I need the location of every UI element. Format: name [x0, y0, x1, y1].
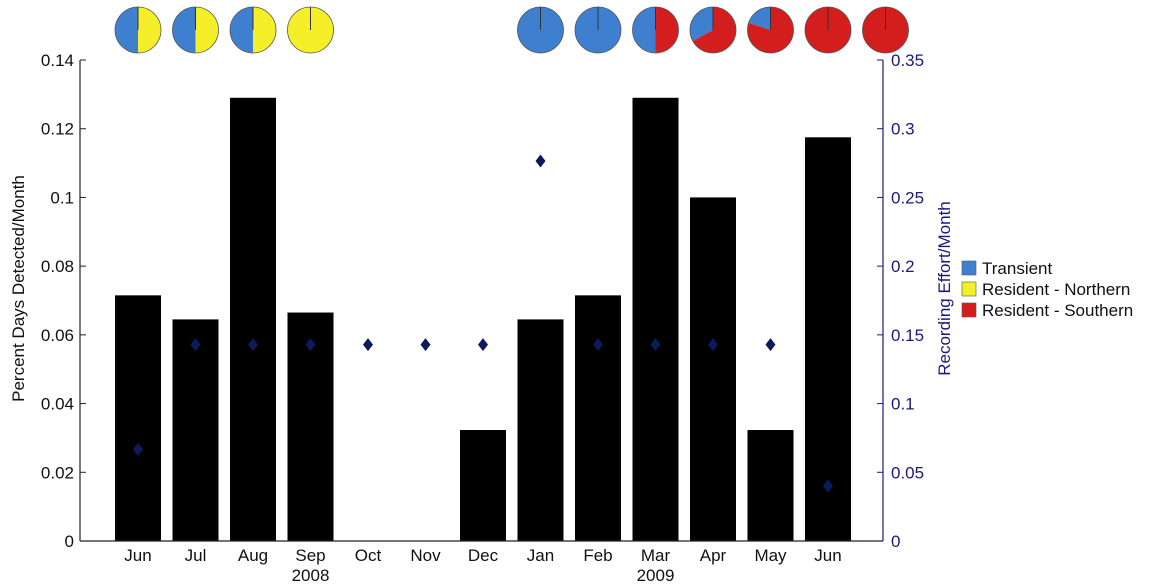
axes: 0 0.02 0.04 0.06 0.08 0.1 0.12 0.14 0 0.05 0.1 0.15…: [41, 51, 924, 584]
pie-slice: [230, 7, 253, 53]
bar: [632, 97, 679, 542]
x-tick-label: Aug: [238, 546, 268, 565]
x-tick-label: Jun: [814, 546, 841, 565]
y-tick-label: 0.06: [41, 326, 74, 345]
effort-marker: [650, 338, 661, 352]
y-tick-label: 0.1: [50, 188, 74, 207]
x-tick-label: Jul: [185, 546, 207, 565]
x-tick-label: Mar: [641, 546, 671, 565]
pie: [229, 6, 277, 54]
pie-slice: [690, 7, 713, 42]
legend-swatch: [961, 260, 977, 276]
effort-marker: [363, 338, 373, 352]
x-tick-label: Feb: [583, 546, 612, 565]
effort-marker: [420, 338, 431, 352]
pie-slice: [655, 7, 679, 53]
bar: [115, 295, 161, 541]
effort-series: [133, 154, 833, 493]
y-tick-label-right: 0.25: [891, 188, 924, 207]
effort-marker: [190, 338, 201, 352]
pie-slice: [172, 7, 196, 53]
pie-slice: [195, 7, 219, 53]
bar: [690, 197, 736, 541]
y-axis-label: Percent Days Detected/Month: [9, 175, 28, 402]
y-tick-label-right: 0.2: [891, 257, 915, 276]
effort-marker: [708, 338, 718, 352]
pie-slice: [632, 7, 656, 53]
bar: [747, 430, 794, 541]
year-label: 2009: [637, 566, 675, 584]
y-tick-label-right: 0.3: [891, 120, 915, 139]
effort-marker: [593, 338, 603, 352]
year-label: 2008: [292, 566, 330, 584]
y-tick-label: 0.04: [41, 395, 74, 414]
y-tick-label-right: 0.35: [891, 51, 924, 70]
bar: [575, 295, 621, 541]
pie-slice: [692, 7, 737, 53]
pie: [114, 6, 162, 54]
effort-marker: [248, 338, 258, 352]
legend-label: Resident - Northern: [982, 280, 1130, 299]
pie-slice: [115, 7, 138, 53]
effort-marker: [823, 479, 833, 493]
pie: [632, 6, 679, 54]
x-tick-label: Sep: [295, 546, 325, 565]
pie: [804, 6, 852, 54]
y-tick-label: 0: [65, 532, 74, 551]
bar: [230, 97, 276, 542]
pie-slice: [748, 7, 771, 30]
legend-swatch: [961, 281, 977, 297]
pie-row: [114, 6, 909, 54]
bar: [172, 319, 219, 541]
y-tick-label: 0.12: [41, 120, 74, 139]
effort-marker: [765, 338, 776, 352]
pie-slice: [138, 7, 161, 53]
x-tick-label: Jun: [124, 546, 151, 565]
y-tick-label-right: 0.15: [891, 326, 924, 345]
y-tick-label-right: 0: [891, 532, 900, 551]
effort-marker: [133, 442, 143, 456]
pie: [287, 6, 334, 54]
legend: Transient Resident - Northern Resident - S…: [961, 259, 1133, 320]
pie: [689, 6, 737, 54]
pie: [574, 6, 622, 54]
pie: [747, 6, 794, 54]
pie: [517, 6, 564, 54]
x-tick-label: Jan: [527, 546, 554, 565]
y-tick-label: 0.14: [41, 51, 74, 70]
pie: [172, 6, 219, 54]
y-tick-label-right: 0.05: [891, 463, 924, 482]
bar: [805, 137, 851, 541]
x-tick-label: Apr: [700, 546, 727, 565]
x-tick-label: Dec: [468, 546, 499, 565]
legend-label: Resident - Southern: [982, 301, 1133, 320]
x-tick-label: May: [754, 546, 787, 565]
pie-slice: [747, 7, 794, 54]
pie: [862, 6, 909, 54]
y-tick-label-right: 0.1: [891, 395, 915, 414]
legend-swatch: [961, 302, 977, 318]
pie-slice: [253, 7, 276, 53]
effort-marker: [305, 338, 316, 352]
x-tick-label: Oct: [355, 546, 382, 565]
bar-series: [115, 97, 851, 542]
y-tick-label: 0.02: [41, 463, 74, 482]
legend-label: Transient: [982, 259, 1053, 278]
bar: [460, 430, 506, 541]
y-tick-label: 0.08: [41, 257, 74, 276]
x-tick-label: Nov: [410, 546, 441, 565]
effort-marker: [478, 338, 488, 352]
bar: [517, 319, 564, 541]
y-axis-label-right: Recording Effort/Month: [935, 201, 954, 376]
effort-marker: [535, 154, 546, 168]
